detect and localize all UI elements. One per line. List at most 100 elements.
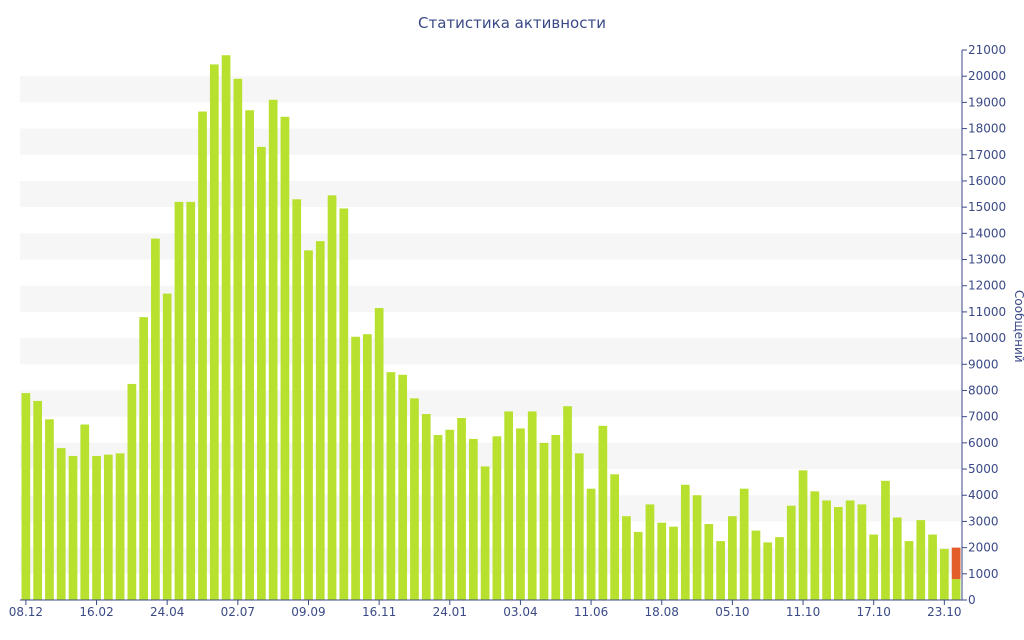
bar [928,534,937,600]
bar [869,534,879,600]
bar [586,488,596,600]
y-tick-label: 12000 [968,279,1006,293]
bar [103,454,113,600]
bar [563,406,572,600]
bar [492,436,502,600]
x-tick-label: 09.09 [291,605,325,619]
y-axis-label: Сообщений [1012,290,1024,363]
x-tick-label: 03.04 [503,605,537,619]
bar [845,500,855,600]
grid-band [20,285,962,312]
y-axis: 0 1000 2000 3000 4000 5000 6000 7000 8000 9000 100… [961,43,1006,607]
bar [951,579,961,600]
bar [68,455,78,600]
bar [198,111,207,601]
bar [527,411,537,600]
y-tick-label: 20000 [968,69,1006,83]
bar [551,435,561,600]
bar [21,393,31,600]
bar [645,504,655,600]
bar [692,495,702,600]
bar [716,541,725,600]
bar [574,453,584,600]
bar [421,414,431,600]
bar-series [21,55,961,601]
bar [374,307,384,600]
bar [209,64,219,600]
y-tick-label: 1000 [968,567,999,581]
bar-current-period [951,547,961,580]
bar [245,110,254,600]
bar [822,500,831,600]
bar [80,424,90,600]
y-tick-label: 14000 [968,226,1006,240]
y-tick-label: 9000 [968,357,999,371]
bar [539,442,549,600]
y-tick-label: 10000 [968,331,1006,345]
y-tick-label: 3000 [968,514,999,528]
grid-band [20,128,962,155]
y-tick-label: 15000 [968,200,1006,214]
bar [386,372,396,600]
bar [363,334,372,600]
grid-band [20,180,962,208]
y-tick-label: 4000 [968,488,999,502]
bar [162,293,172,600]
y-tick-label: 13000 [968,253,1006,267]
bar [516,428,525,600]
bar [115,453,125,600]
bar [728,516,737,600]
bar [786,505,796,600]
bar [351,336,360,600]
bar [327,195,337,600]
bar [892,517,902,600]
grid-bands [20,76,962,574]
bar [798,470,808,600]
bar [622,516,631,600]
bar [468,438,478,600]
bar [680,484,690,600]
bar [939,548,949,600]
y-tick-label: 17000 [968,148,1006,162]
bar [339,208,349,600]
bar [127,383,137,600]
x-tick-label: 16.11 [362,605,396,619]
bar [257,146,266,600]
bar [457,417,466,600]
bar [174,201,184,600]
y-tick-label: 0 [968,593,976,607]
bar [233,78,243,601]
bar [221,55,231,600]
grid-band [20,233,962,260]
bar [857,504,867,600]
bar [45,419,54,600]
y-tick-label: 21000 [968,43,1006,57]
bar [916,520,926,600]
bar [739,488,749,600]
x-tick-label: 24.01 [433,605,467,619]
grid-band [20,338,962,365]
x-tick-label: 24.04 [150,605,184,619]
bar [775,537,784,600]
bar [751,530,761,600]
bar [186,201,196,600]
bar [280,116,290,601]
grid-band [20,495,962,522]
y-tick-label: 11000 [968,305,1006,319]
bar [669,526,678,600]
grid-band [20,76,962,103]
bar [268,99,278,600]
grid-band [20,442,962,470]
y-tick-label: 7000 [968,410,999,424]
y-tick-label: 2000 [968,541,999,555]
bar [610,474,619,600]
y-tick-label: 16000 [968,174,1006,188]
grid-band [20,390,962,417]
bar [292,199,302,601]
bar [304,250,313,600]
bar [56,448,66,600]
x-tick-label: 11.10 [786,605,820,619]
bar [881,480,890,600]
